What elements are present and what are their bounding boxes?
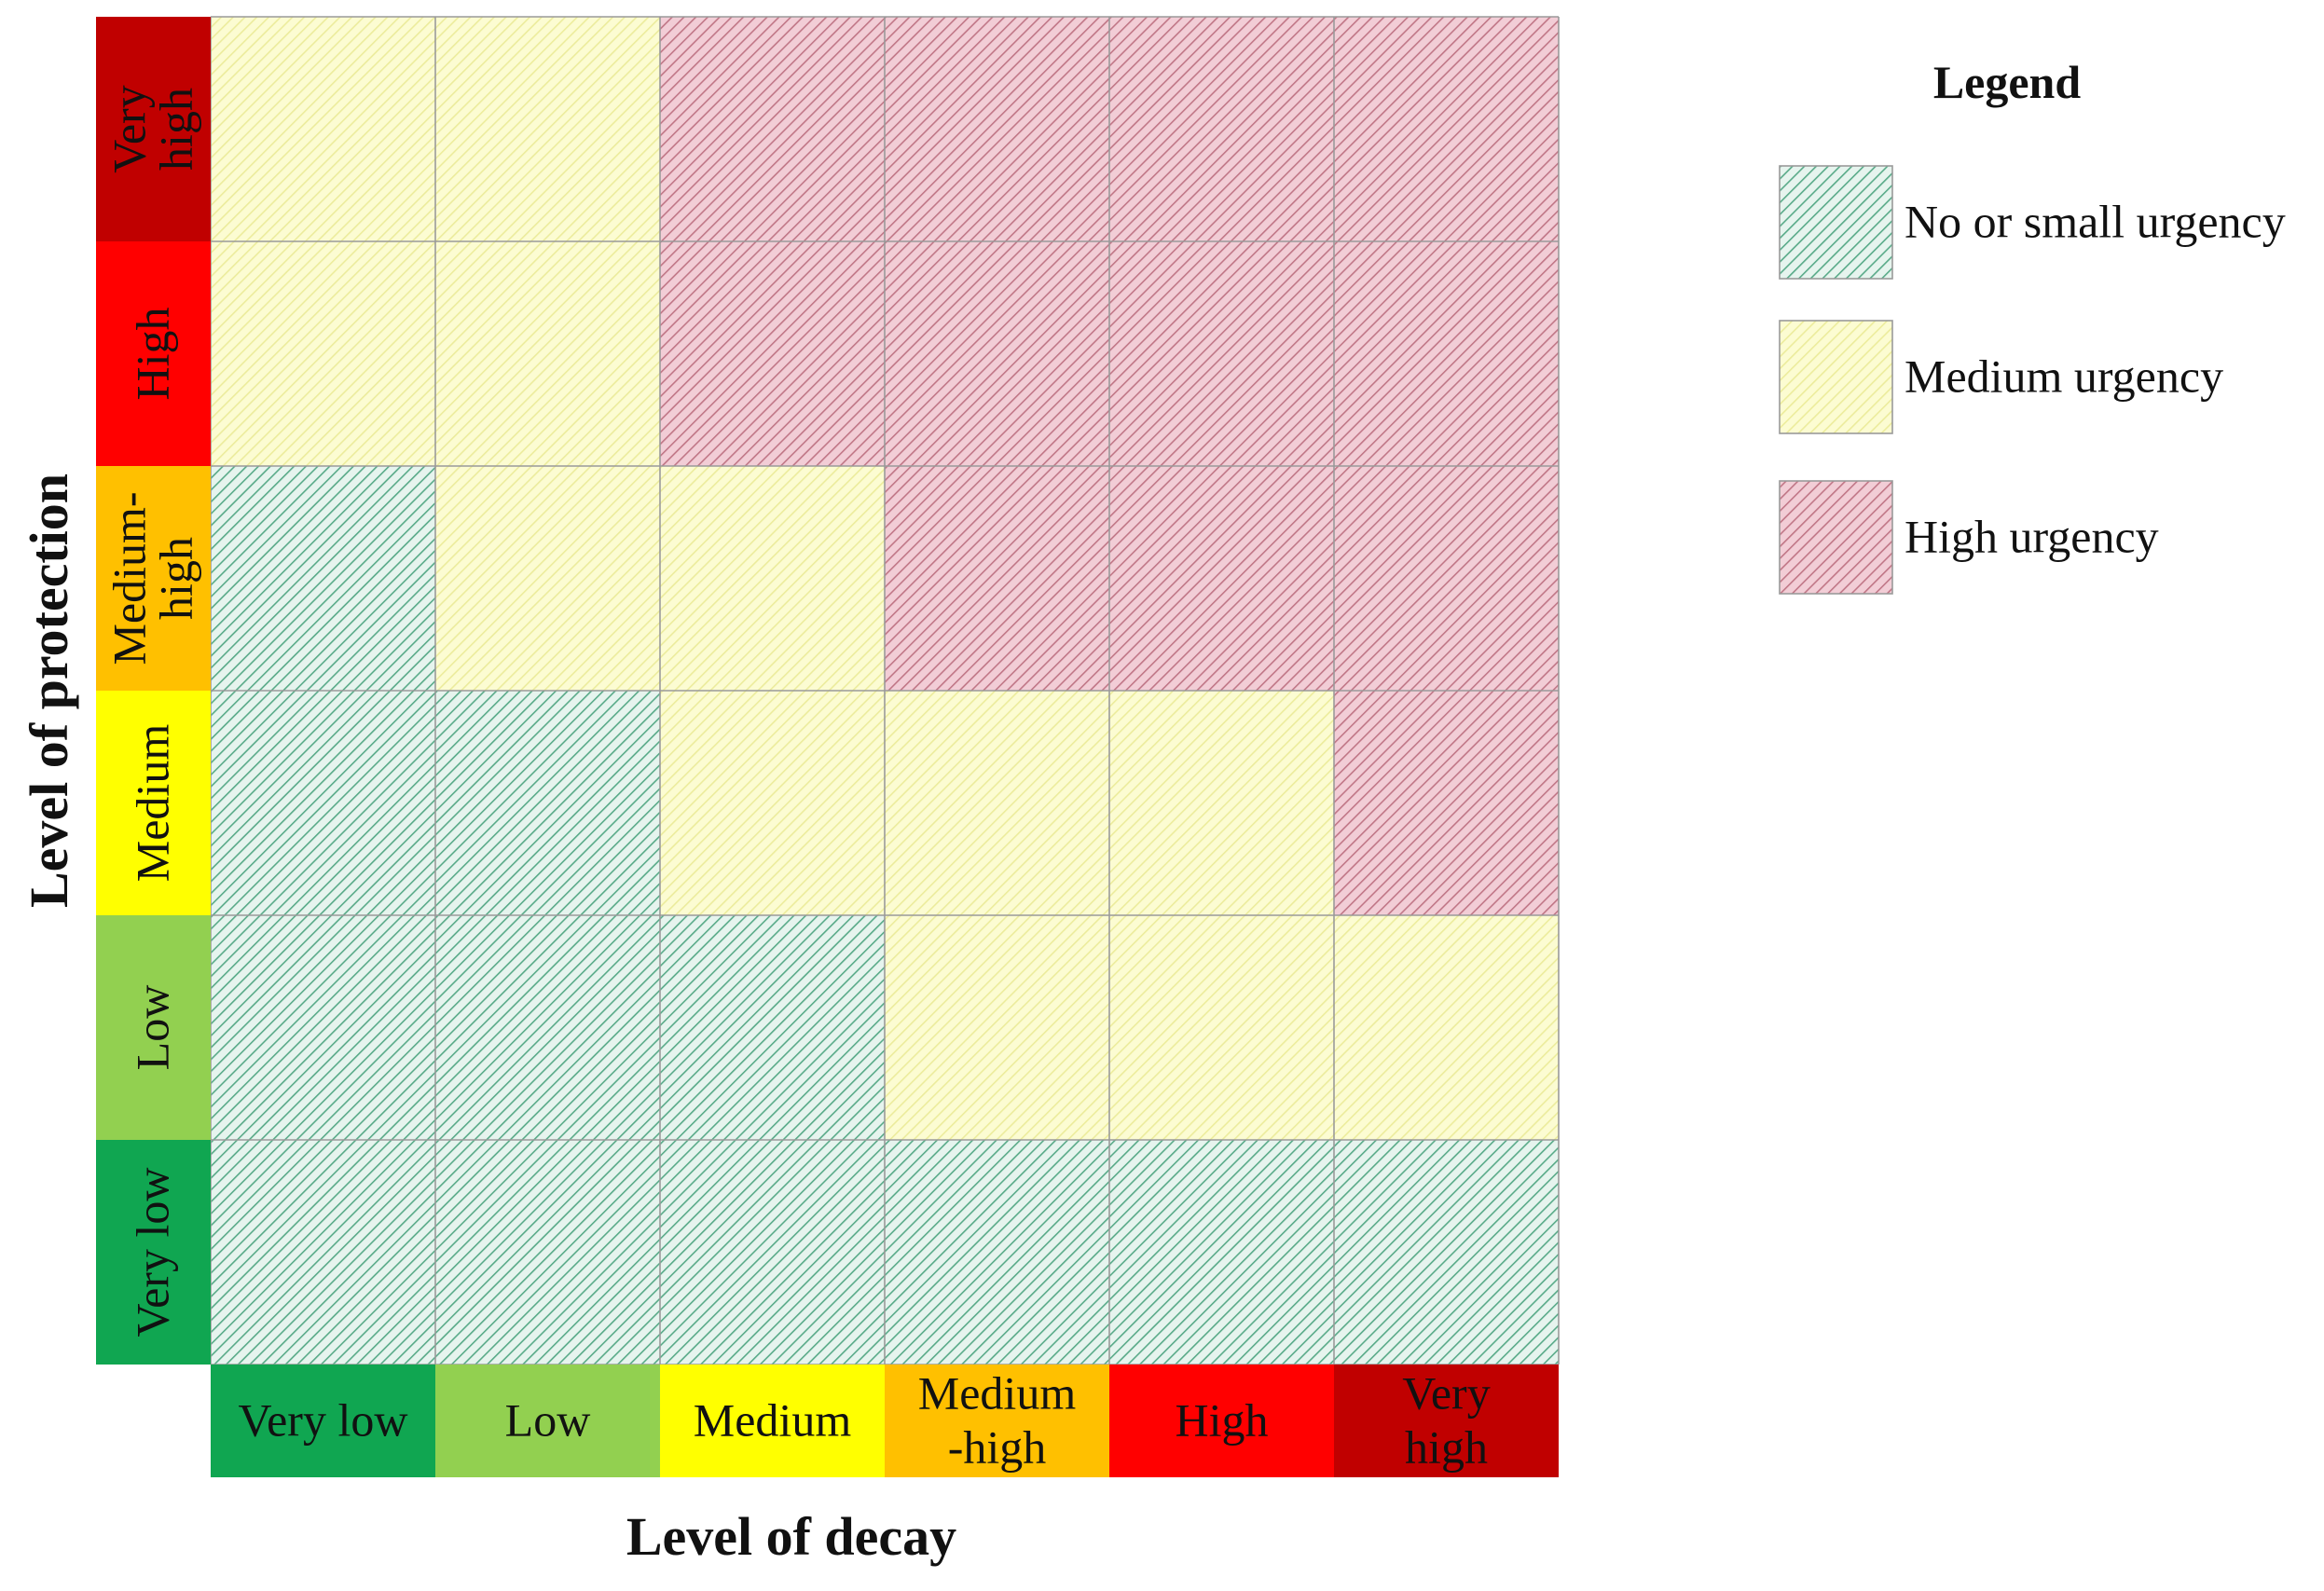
x-category-swatch	[1109, 1365, 1334, 1477]
x-category-swatch	[435, 1365, 660, 1477]
y-category-swatch	[96, 691, 211, 915]
y-category-swatch	[96, 241, 211, 466]
x-category-swatch	[211, 1365, 435, 1477]
y-tick-label: Very low	[127, 1168, 179, 1337]
heatmap-cell	[1334, 241, 1559, 466]
heatmap-cell	[211, 17, 435, 241]
legend-label: High urgency	[1905, 511, 2159, 563]
x-category-swatch	[1334, 1365, 1559, 1477]
x-axis-title: Level of decay	[626, 1506, 956, 1567]
heatmap-cell	[885, 915, 1109, 1140]
heatmap-cell	[885, 691, 1109, 915]
heatmap-cell	[885, 241, 1109, 466]
heatmap-cell	[435, 466, 660, 691]
heatmap-cell	[435, 17, 660, 241]
x-tick-label: Low	[505, 1394, 591, 1447]
heatmap-cell	[1109, 1140, 1334, 1365]
heatmap-cell	[660, 241, 885, 466]
heatmap-cell	[885, 1140, 1109, 1365]
x-tick-label: Very low	[239, 1394, 408, 1447]
heatmap-cell	[885, 17, 1109, 241]
heatmap-cell	[1109, 466, 1334, 691]
legend-label: No or small urgency	[1905, 196, 2286, 248]
y-tick-label: Veryhigh	[103, 85, 202, 172]
heatmap-cell	[1109, 17, 1334, 241]
x-category-swatch	[660, 1365, 885, 1477]
y-tick-label: High	[127, 308, 179, 401]
heatmap-cell	[435, 241, 660, 466]
y-axis-categories: Veryhigh High Medium-high Medium Low Very low	[96, 17, 211, 1365]
legend: Legend No or small urgency Medium urgency H…	[1779, 56, 2286, 595]
heatmap-cell	[435, 1140, 660, 1365]
heatmap-cell	[211, 915, 435, 1140]
heatmap-cell	[1109, 915, 1334, 1140]
heatmap-cell	[885, 466, 1109, 691]
heatmap-cell	[1334, 466, 1559, 691]
heatmap-cell	[660, 17, 885, 241]
y-category-swatch	[96, 1140, 211, 1365]
legend-title: Legend	[1933, 56, 2082, 108]
x-category-swatch	[885, 1365, 1109, 1477]
x-tick-label: Medium	[694, 1394, 852, 1447]
heatmap-cell	[660, 915, 885, 1140]
legend-swatch	[1779, 320, 1893, 434]
y-axis-title: Level of protection	[19, 473, 79, 908]
heatmap-cell	[1334, 915, 1559, 1140]
heatmap-cell	[660, 1140, 885, 1365]
legend-label: Medium urgency	[1905, 350, 2223, 403]
y-category-swatch	[96, 17, 211, 241]
heatmap-cell	[211, 691, 435, 915]
heatmap-cell	[1109, 691, 1334, 915]
heatmap-cell	[1109, 241, 1334, 466]
x-tick-label: Very high	[1402, 1367, 1490, 1474]
heatmap-cell	[211, 241, 435, 466]
heatmap-cell	[660, 691, 885, 915]
heatmap-cell	[660, 466, 885, 691]
heatmap-cells	[211, 17, 1559, 1365]
x-axis-categories: Very low Low Medium Medium -high High Very high	[211, 1365, 1559, 1477]
y-category-swatch	[96, 915, 211, 1140]
heatmap-cell	[1334, 1140, 1559, 1365]
heatmap-cell	[435, 691, 660, 915]
heatmap-cell	[1334, 691, 1559, 915]
y-category-swatch	[96, 466, 211, 691]
heatmap-cell	[211, 466, 435, 691]
x-tick-label: High	[1176, 1394, 1269, 1447]
heatmap-cell	[211, 1140, 435, 1365]
heatmap-cell	[435, 915, 660, 1140]
heatmap-cell	[1334, 17, 1559, 241]
legend-swatch	[1779, 480, 1893, 595]
x-tick-label: Medium -high	[918, 1367, 1077, 1474]
y-tick-label: Medium-high	[103, 491, 202, 665]
y-tick-label: Medium	[127, 724, 179, 883]
y-tick-label: Low	[127, 985, 179, 1071]
legend-swatch	[1779, 165, 1893, 280]
